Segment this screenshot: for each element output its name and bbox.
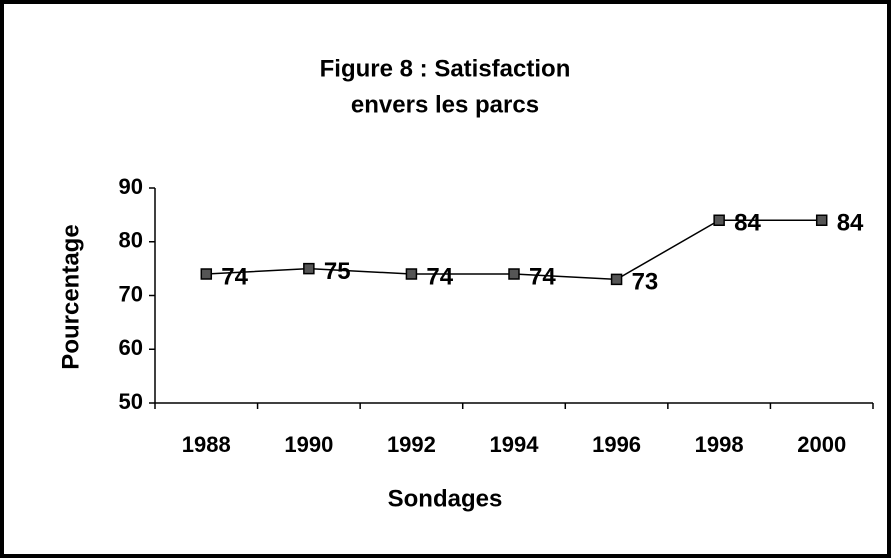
y-axis-title: Pourcentage xyxy=(57,224,84,369)
marker xyxy=(508,268,520,280)
marker xyxy=(405,268,418,280)
y-tick-label: 80 xyxy=(119,228,143,253)
data-label: 75 xyxy=(324,258,351,285)
marker xyxy=(815,214,828,226)
x-axis-title: Sondages xyxy=(388,485,503,512)
data-label: 84 xyxy=(837,210,864,237)
x-tick-label: 1988 xyxy=(182,432,231,457)
marker xyxy=(610,273,623,286)
y-tick-label: 90 xyxy=(119,174,143,199)
x-tick-label: 1998 xyxy=(695,432,744,457)
data-label: 74 xyxy=(529,263,556,290)
chart-title: envers les parcs xyxy=(351,91,539,118)
marker xyxy=(303,262,315,275)
data-label: 74 xyxy=(426,263,453,290)
x-tick-label: 1992 xyxy=(387,432,436,457)
marker xyxy=(713,214,725,226)
y-tick-label: 70 xyxy=(119,281,143,306)
y-tick-label: 50 xyxy=(119,389,143,414)
y-tick-label: 60 xyxy=(119,335,143,360)
x-tick-label: 1996 xyxy=(592,432,641,457)
x-tick-label: 2000 xyxy=(797,432,846,457)
x-tick-label: 1990 xyxy=(284,432,333,457)
data-label: 84 xyxy=(734,210,761,237)
data-label: 73 xyxy=(632,269,659,296)
x-tick-label: 1994 xyxy=(490,432,540,457)
marker xyxy=(200,268,213,280)
data-label: 74 xyxy=(221,263,248,290)
chart-title: Figure 8 : Satisfaction xyxy=(320,55,571,82)
